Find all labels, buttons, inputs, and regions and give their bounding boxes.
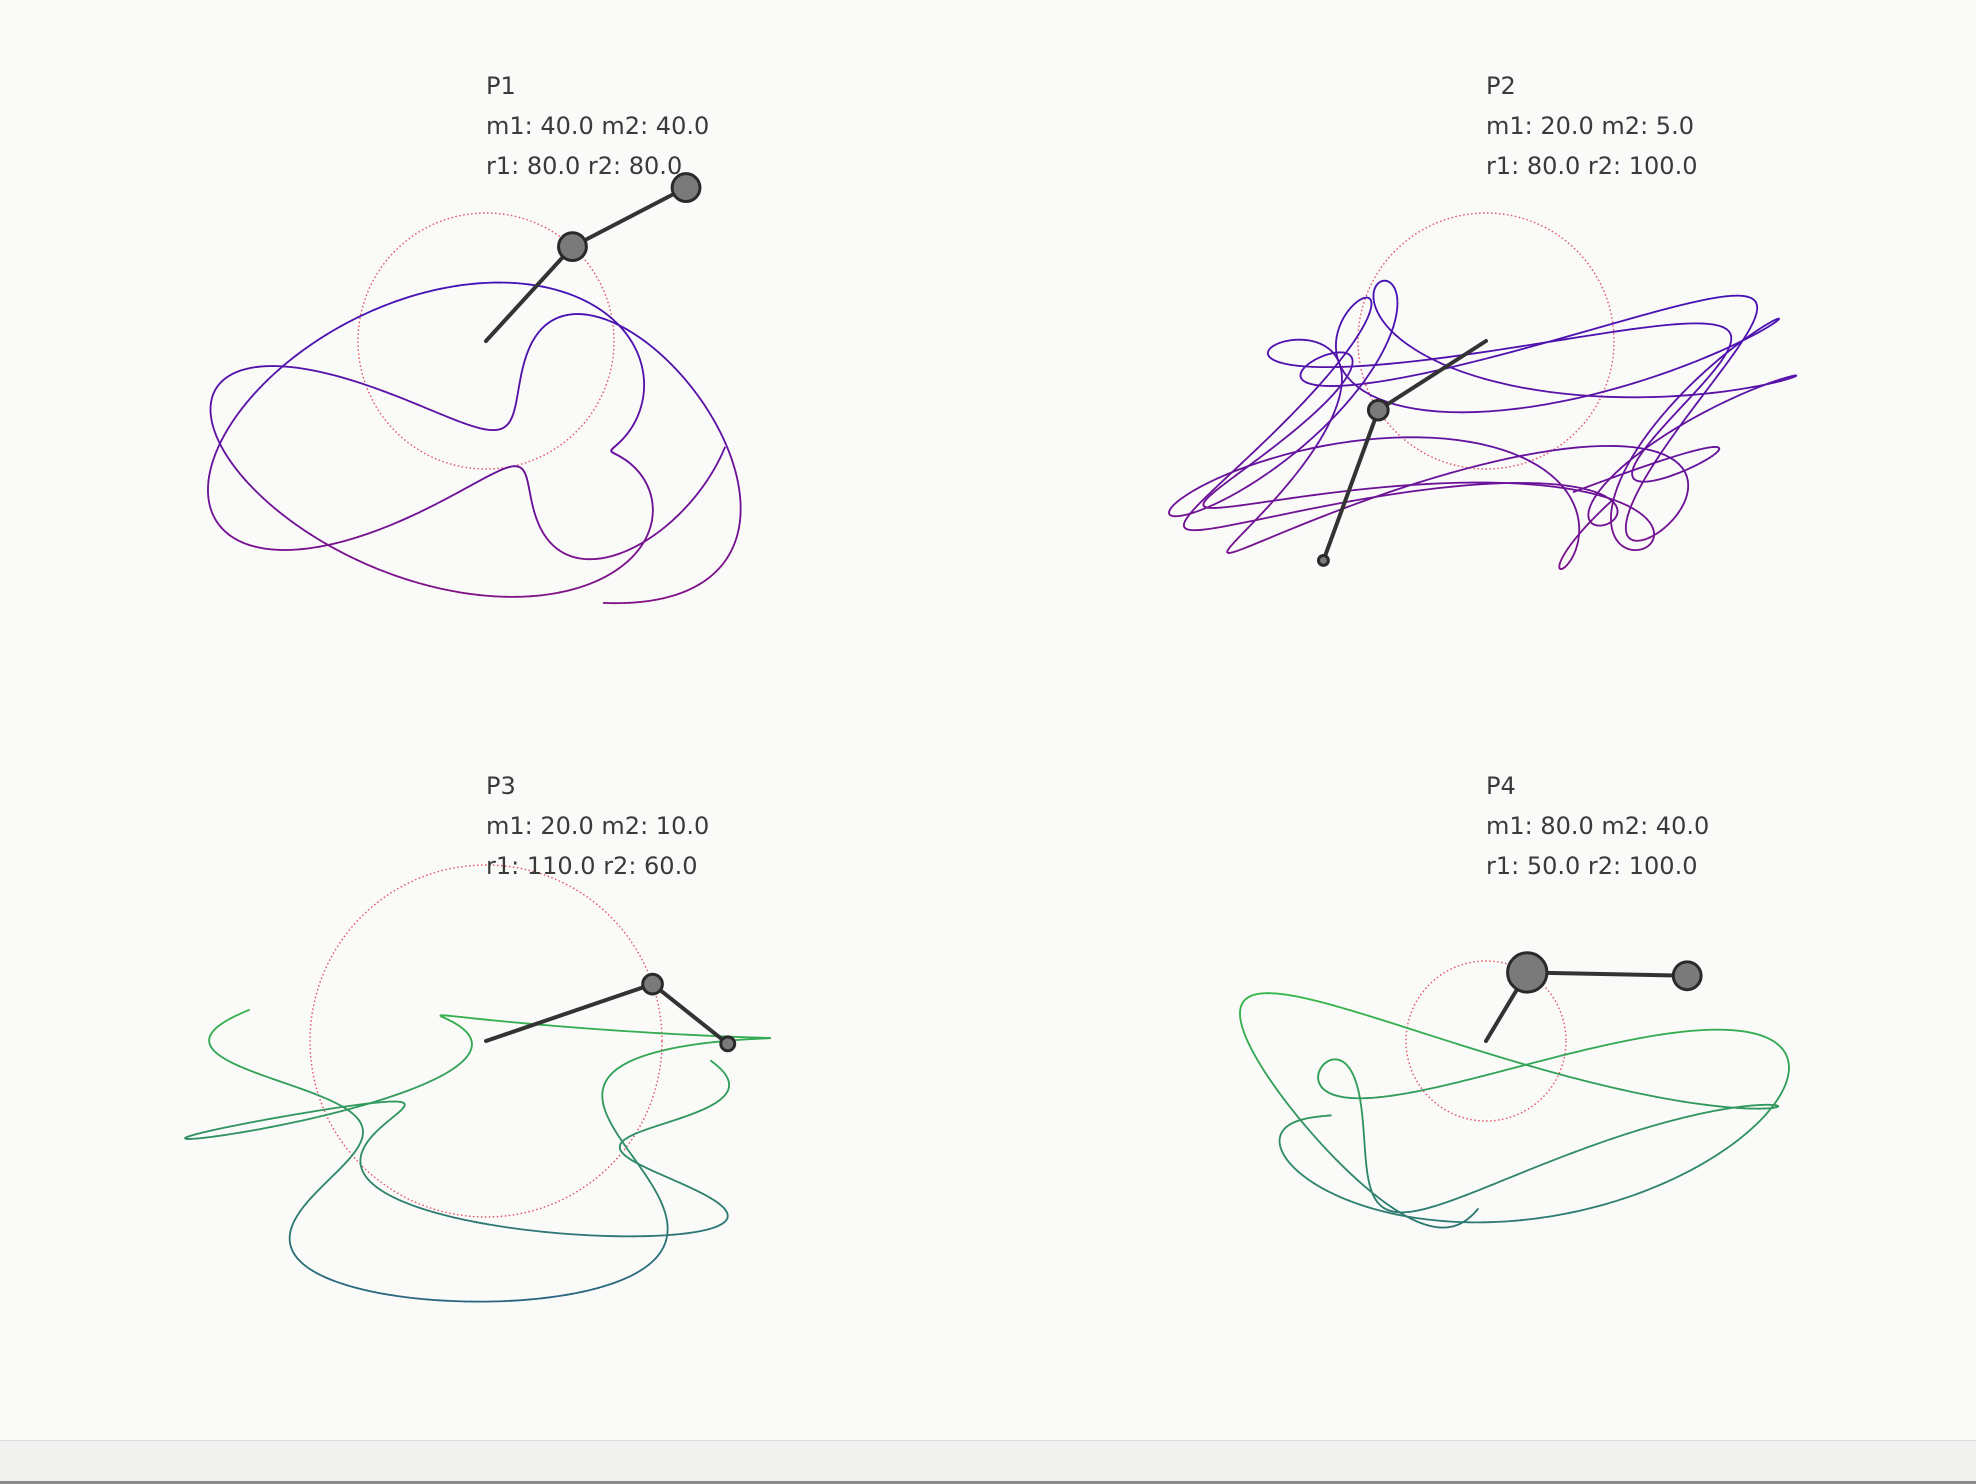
p4-info: P4 m1: 80.0 m2: 40.0 r1: 50.0 r2: 100.0 [1486,766,1709,886]
p4-bob1-orbit [1405,960,1567,1122]
p3-title: P3 [486,772,516,800]
p4-bob1 [1506,951,1549,994]
p3-lengths: r1: 110.0 r2: 60.0 [486,852,698,880]
p2-arm2 [1321,408,1381,563]
p2-arm1 [1376,339,1488,413]
p4-arm2 [1525,970,1690,978]
bottom-divider [0,1481,1976,1484]
p1-bob1-orbit [357,212,615,470]
p2-masses: m1: 20.0 m2: 5.0 [1486,112,1694,140]
simulation-svg [184,172,1798,1303]
p2-trail [1168,279,1798,570]
p1-masses: m1: 40.0 m2: 40.0 [486,112,710,140]
p4-masses: m1: 80.0 m2: 40.0 [1486,812,1710,840]
p2-bob1-orbit [1357,212,1615,470]
p2-info: P2 m1: 20.0 m2: 5.0 r1: 80.0 r2: 100.0 [1486,66,1697,186]
p2-bob2 [1317,554,1330,567]
p4-lengths: r1: 50.0 r2: 100.0 [1486,852,1698,880]
p3-bob2 [719,1035,737,1053]
p3-trail [184,1009,772,1303]
p2-lengths: r1: 80.0 r2: 100.0 [1486,152,1698,180]
p1-bob2 [670,172,702,204]
p1-title: P1 [486,72,516,100]
p3-masses: m1: 20.0 m2: 10.0 [486,812,710,840]
pendulum-canvas: P1 m1: 40.0 m2: 40.0 r1: 80.0 r2: 80.0 P… [184,66,1798,1303]
p3-arm2 [650,982,730,1046]
p4-trail [1239,992,1790,1229]
window-bottom-edge [0,1440,1976,1484]
p1-arm2 [570,185,689,249]
p3-bob1 [641,972,664,996]
p1-bob1 [557,231,588,263]
p1-trail [207,281,742,605]
p1-arm1 [484,244,575,343]
p3-arm1 [484,982,655,1043]
p4-title: P4 [1486,772,1516,800]
p3-bob1-orbit [309,864,663,1218]
p3-info: P3 m1: 20.0 m2: 10.0 r1: 110.0 r2: 60.0 [486,766,709,886]
p4-bob2 [1671,960,1703,992]
p1-lengths: r1: 80.0 r2: 80.0 [486,152,683,180]
p2-title: P2 [1486,72,1516,100]
p1-info: P1 m1: 40.0 m2: 40.0 r1: 80.0 r2: 80.0 [486,66,709,186]
p2-bob1 [1366,398,1390,422]
